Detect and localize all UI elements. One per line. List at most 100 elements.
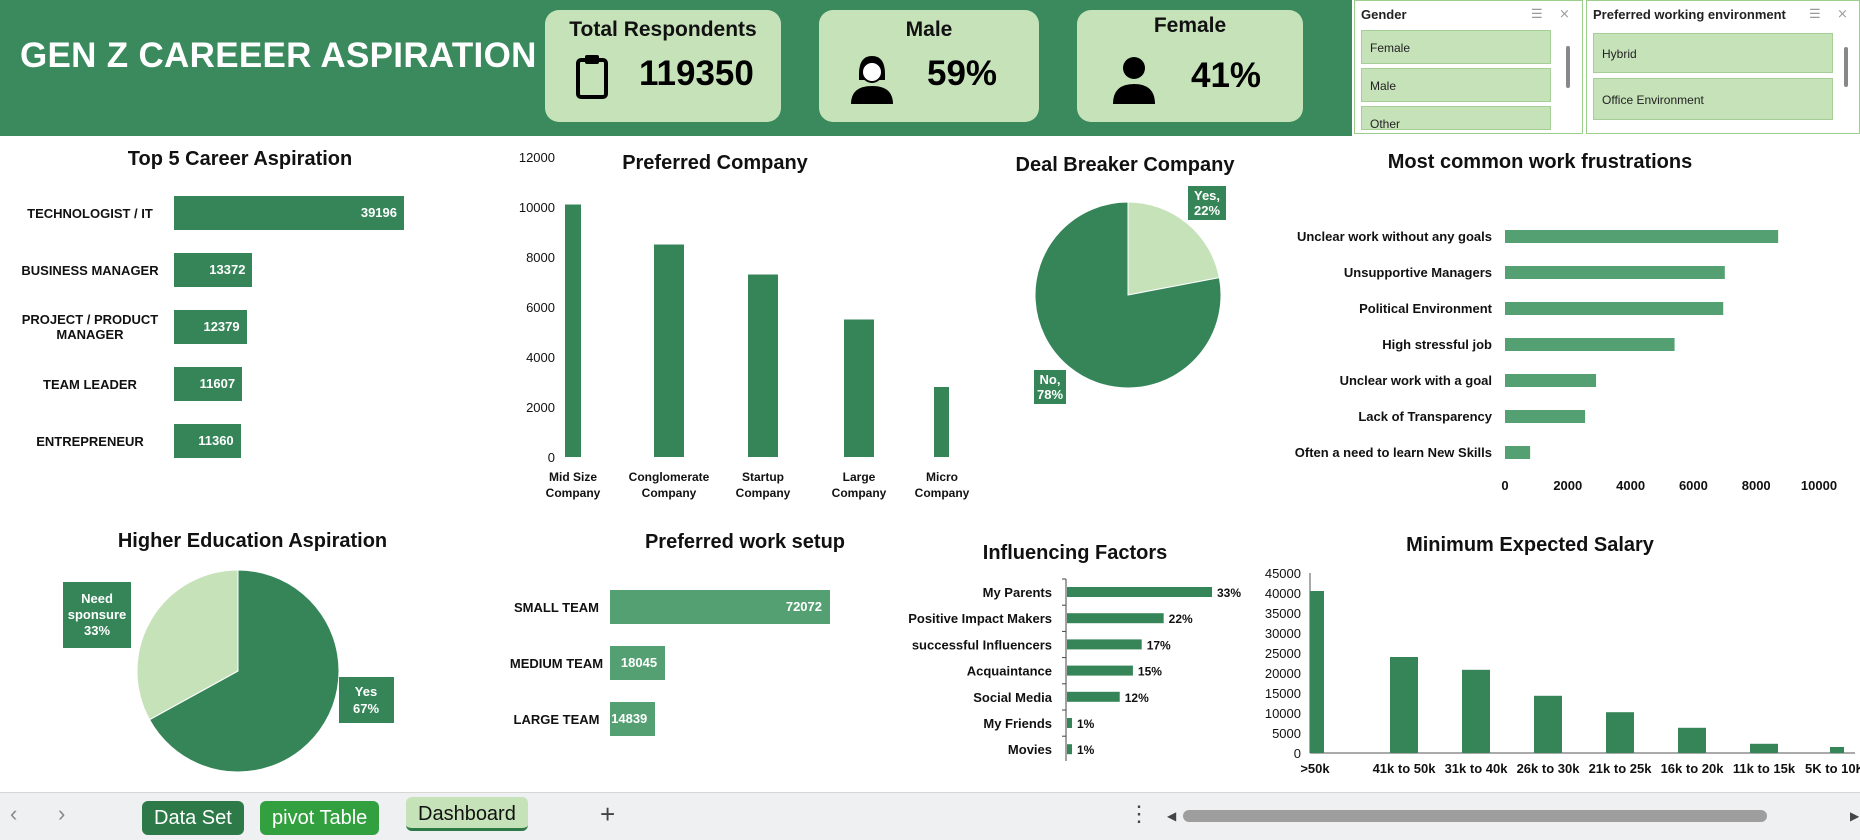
dealbreaker-no-label-box: [1034, 370, 1066, 404]
preferred-company-chart: 0 2000 4000 6000 8000 10000 12000 Mid Size Compa…: [519, 150, 970, 500]
kpi-male: Male 59%: [819, 10, 1039, 122]
more-options-icon[interactable]: ⋮: [1128, 801, 1150, 826]
tab-pivot-table[interactable]: pivot Table: [260, 801, 380, 835]
company-bar: [934, 387, 949, 457]
tab-data-set[interactable]: Data Set: [142, 801, 244, 835]
company-y-tick: 4000: [526, 350, 555, 365]
salary-y-tick: 0: [1294, 746, 1301, 761]
salary-bar: [1534, 695, 1562, 753]
salary-y-tick: 30000: [1265, 626, 1301, 641]
company-category-label: Micro: [926, 470, 958, 484]
frustration-x-tick: 0: [1501, 478, 1508, 493]
scroll-right-icon[interactable]: ▶: [1850, 809, 1860, 823]
top5-category-label: ENTREPRENEUR: [36, 433, 144, 449]
dealbreaker-yes-label: Yes,: [1194, 188, 1220, 203]
frustration-x-tick: 6000: [1679, 478, 1708, 493]
factors-category-label: My Parents: [983, 585, 1052, 600]
next-sheet-icon[interactable]: ›: [58, 801, 66, 826]
salary-category-label: 21k to 25k: [1589, 761, 1653, 776]
company-category-label: Company: [736, 486, 791, 500]
salary-chart-title: Minimum Expected Salary: [1406, 534, 1654, 556]
factors-bar: [1067, 744, 1072, 755]
education-yes-slice: [148, 569, 340, 773]
factors-bar: [1067, 718, 1072, 728]
salary-y-tick: 15000: [1265, 686, 1301, 701]
slicer-title: Preferred working environment: [1593, 7, 1786, 22]
tab-dashboard[interactable]: Dashboard: [406, 797, 528, 831]
slicer-scrollbar[interactable]: [1566, 46, 1570, 88]
salary-bar: [1462, 669, 1490, 753]
male-person-icon: [1113, 57, 1155, 104]
factors-data-label: 15%: [1138, 665, 1162, 679]
setup-data-label: 18045: [620, 655, 658, 670]
dealbreaker-no-pct: 78%: [1037, 387, 1063, 402]
company-y-tick: 12000: [519, 150, 555, 165]
top5-bar: [174, 310, 247, 344]
slicer-item-other[interactable]: Other: [1361, 106, 1551, 130]
salary-y-tick: 25000: [1265, 646, 1301, 661]
education-sponsor-pct: 33%: [84, 623, 110, 638]
factors-bar: [1067, 587, 1212, 597]
slicer-item-hybrid[interactable]: Hybrid: [1593, 33, 1833, 73]
salary-category-label: 26k to 30k: [1517, 761, 1581, 776]
factors-category-label: Positive Impact Makers: [908, 611, 1052, 626]
top5-bar: [174, 196, 404, 230]
factors-chart-title: Influencing Factors: [982, 542, 1168, 564]
horizontal-scrollbar[interactable]: ◀ ▶: [1163, 807, 1860, 825]
top5-bar: [174, 424, 241, 458]
environment-slicer[interactable]: Preferred working environment ☰ ⨯ Hybrid…: [1586, 0, 1860, 134]
female-person-icon: [851, 56, 893, 104]
frustration-category-label: Unclear work with a goal: [1340, 373, 1492, 388]
company-category-label: Mid Size: [549, 470, 597, 484]
clear-filter-icon[interactable]: ⨯: [1559, 6, 1570, 21]
education-yes-pct: 67%: [353, 701, 379, 716]
factors-category-label: Movies: [1008, 742, 1052, 757]
education-yes-label: Yes: [355, 684, 377, 699]
education-yes-label-box: [339, 677, 394, 723]
multi-select-icon[interactable]: ☰: [1531, 6, 1543, 21]
scrollbar-thumb[interactable]: [1183, 810, 1767, 822]
factors-data-label: 17%: [1147, 638, 1171, 652]
dealbreaker-yes-slice: [1127, 201, 1220, 296]
frustration-bar: [1505, 410, 1586, 423]
slicer-item-female[interactable]: Female: [1361, 30, 1551, 64]
prev-sheet-icon[interactable]: ‹: [10, 801, 18, 826]
slicer-item-male[interactable]: Male: [1361, 68, 1551, 102]
slicer-scrollbar[interactable]: [1844, 47, 1848, 87]
company-category-label: Conglomerate: [629, 470, 710, 484]
kpi-label: Female: [1153, 14, 1227, 37]
salary-category-label: 5K to 10K: [1805, 761, 1860, 776]
company-category-label: Company: [546, 486, 601, 500]
education-need-sponsor-slice: [136, 569, 239, 721]
kpi-value: 59%: [927, 54, 998, 93]
gender-slicer[interactable]: Gender ☰ ⨯ Female Male Other: [1354, 0, 1583, 134]
company-y-tick: 10000: [519, 200, 555, 215]
company-category-label: Large: [843, 470, 876, 484]
frustration-category-label: Unsupportive Managers: [1344, 265, 1492, 280]
salary-bar: [1750, 743, 1778, 753]
salary-bar: [1678, 727, 1706, 753]
kpi-value: 119350: [639, 54, 754, 93]
frustration-category-label: Unclear work without any goals: [1297, 229, 1492, 244]
salary-category-label: 16k to 20k: [1661, 761, 1725, 776]
company-y-tick: 0: [548, 450, 555, 465]
salary-bar: [1606, 712, 1634, 753]
setup-category-label: LARGE TEAM: [513, 711, 600, 727]
top5-category-label: TEAM LEADER: [43, 376, 137, 392]
clear-filter-icon[interactable]: ⨯: [1837, 6, 1848, 21]
salary-y-tick: 35000: [1265, 606, 1301, 621]
education-sponsor-label: sponsure: [68, 607, 127, 622]
add-sheet-icon[interactable]: +: [600, 799, 616, 829]
frustration-category-label: High stressful job: [1382, 337, 1492, 352]
frustration-bar: [1505, 446, 1531, 459]
dealbreaker-chart-title: Deal Breaker Company: [1015, 154, 1235, 176]
kpi-label: Male: [905, 18, 953, 41]
scroll-left-icon[interactable]: ◀: [1167, 809, 1177, 823]
sheet-tab-bar: ‹ › Data Set pivot Table Dashboard + ⋮ ◀…: [0, 792, 1860, 840]
factors-category-label: Social Media: [973, 690, 1053, 705]
setup-data-label: 14839: [611, 711, 648, 726]
multi-select-icon[interactable]: ☰: [1809, 6, 1821, 21]
salary-bar: [1310, 591, 1324, 753]
salary-y-tick: 20000: [1265, 666, 1301, 681]
slicer-item-office[interactable]: Office Environment: [1593, 78, 1833, 120]
